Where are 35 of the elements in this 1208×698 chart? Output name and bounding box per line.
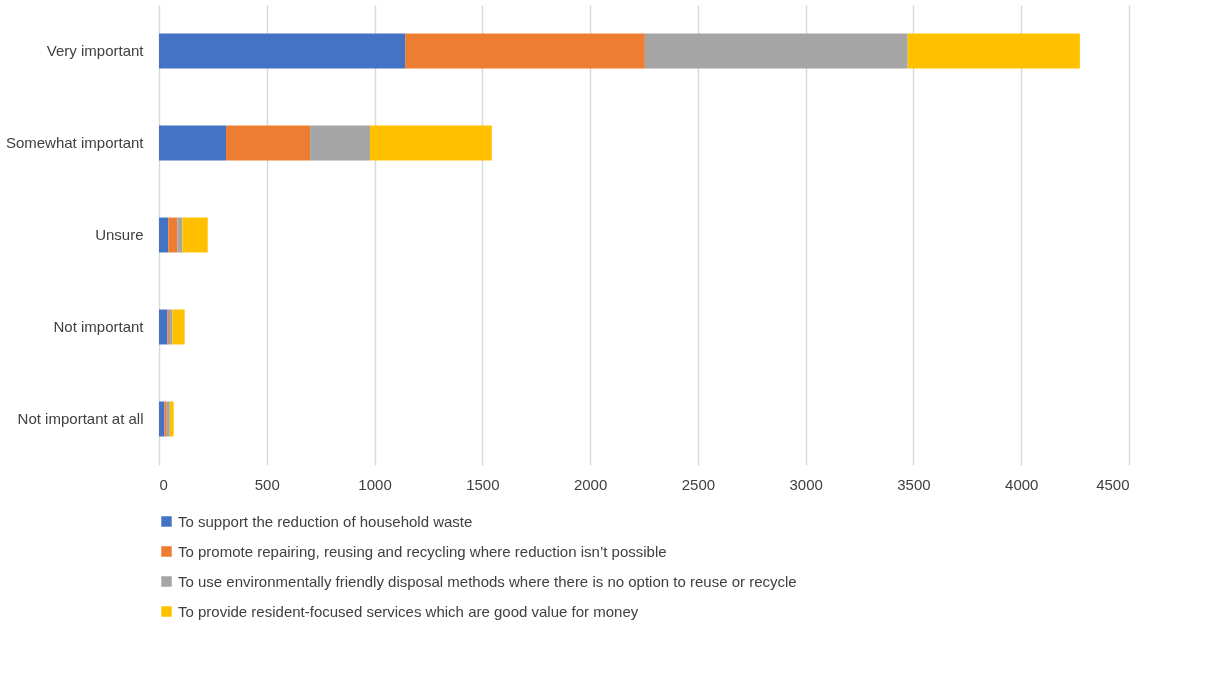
bar — [370, 125, 492, 161]
bar — [172, 309, 185, 345]
x-tick-label: 1500 — [466, 475, 500, 493]
bar — [226, 125, 311, 161]
y-tick-label: Somewhat important — [5, 134, 145, 151]
bar — [907, 33, 1080, 69]
y-tick-label: Unsure — [95, 226, 144, 243]
x-tick-label: 500 — [254, 475, 280, 493]
x-tick-label: 4000 — [1005, 475, 1039, 493]
x-tick-label: 3000 — [789, 475, 823, 493]
bar — [168, 217, 178, 253]
legend-label: To support the reduction of household waste — [178, 512, 473, 530]
bar — [405, 33, 645, 69]
x-tick-label: 1000 — [358, 475, 392, 493]
x-tick-label: 2000 — [573, 475, 608, 493]
y-tick-label: Not important at all — [17, 410, 144, 427]
x-tick-label: 2500 — [681, 475, 716, 493]
bar — [159, 125, 227, 161]
bar — [644, 33, 908, 69]
bar — [182, 217, 208, 253]
x-tick-label: 0 — [159, 475, 168, 493]
bar — [159, 33, 406, 69]
bar — [169, 401, 174, 437]
y-tick-label: Not important — [53, 318, 145, 335]
legend-label: To promote repairing, reusing and recycling where reduction isn’t possible — [178, 542, 667, 560]
bar — [159, 217, 169, 253]
bar — [177, 217, 183, 253]
legend-label: To provide resident-focused services which are good value for money — [178, 602, 639, 620]
x-tick-label: 3500 — [897, 475, 931, 493]
bar — [159, 401, 165, 437]
bar — [310, 125, 371, 161]
y-tick-label: Very important — [46, 42, 145, 59]
bar — [159, 309, 168, 345]
x-tick-label: 4500 — [1096, 475, 1130, 493]
legend-label: To use environmentally friendly disposal methods where there is no option to reuse or recycle — [178, 572, 797, 590]
